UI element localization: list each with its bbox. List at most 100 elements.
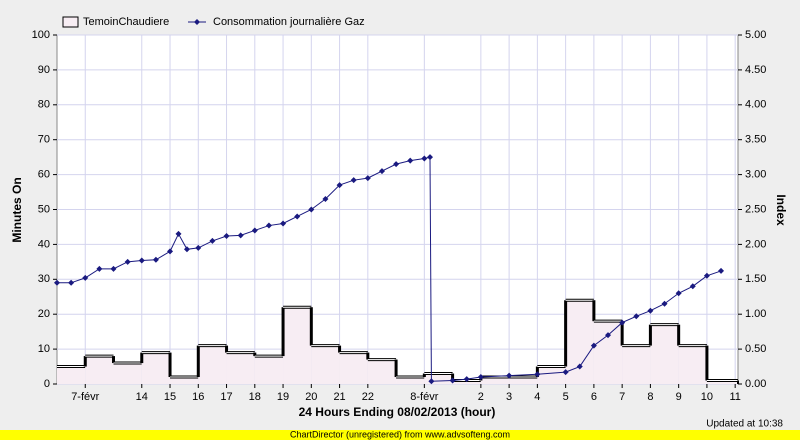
point — [152, 256, 159, 263]
point — [322, 196, 329, 203]
point — [124, 258, 131, 265]
x-tick-label: 15 — [164, 391, 176, 403]
x-tick-label: 8-févr — [410, 391, 438, 403]
point — [661, 300, 668, 307]
y2-tick-label: 2.00 — [745, 238, 766, 250]
point — [703, 272, 710, 279]
y-tick-label: 0 — [44, 378, 50, 390]
point — [308, 206, 315, 213]
point — [562, 369, 569, 376]
point — [378, 168, 385, 175]
point — [336, 182, 343, 189]
point — [426, 154, 433, 161]
point — [110, 265, 117, 272]
point — [209, 237, 216, 244]
x-tick-label: 3 — [506, 391, 512, 403]
y-tick-label: 20 — [38, 308, 50, 320]
y-tick-label: 80 — [38, 99, 50, 111]
point — [590, 342, 597, 349]
point — [477, 374, 484, 381]
x-tick-label: 5 — [563, 391, 569, 403]
step-area — [622, 345, 651, 384]
point — [68, 279, 75, 286]
x-tick-label: 10 — [701, 391, 713, 403]
point — [251, 227, 258, 234]
point — [138, 257, 145, 264]
point — [619, 319, 626, 326]
y-tick-label: 70 — [38, 134, 50, 146]
x-tick-label: 14 — [136, 391, 148, 403]
point — [689, 283, 696, 290]
updated-note: Updated at 10:38 — [706, 419, 783, 430]
y-tick-label: 90 — [38, 64, 50, 76]
point — [393, 161, 400, 168]
step-area — [85, 356, 114, 384]
x-tick-label: 9 — [676, 391, 682, 403]
y-axis-title: Minutes On — [10, 177, 24, 242]
x-tick-label: 7 — [619, 391, 625, 403]
point — [175, 230, 182, 237]
step-area — [509, 377, 538, 384]
point — [675, 290, 682, 297]
point — [183, 246, 190, 253]
step-area — [311, 345, 340, 384]
point — [54, 279, 60, 286]
x-tick-label: 19 — [277, 391, 289, 403]
step-area — [452, 380, 481, 384]
x-tick-label: 20 — [305, 391, 317, 403]
point — [449, 377, 456, 384]
x-tick-label: 18 — [249, 391, 261, 403]
point — [223, 233, 230, 240]
point — [82, 274, 89, 281]
x-tick-label: 6 — [591, 391, 597, 403]
legend-swatch — [62, 16, 79, 28]
y2-tick-label: 0.00 — [745, 378, 766, 390]
step-area — [367, 359, 397, 384]
y-tick-label: 50 — [38, 203, 50, 215]
footer-bar — [0, 430, 800, 440]
x-tick-label: 11 — [729, 391, 740, 403]
step-area — [593, 321, 623, 384]
y2-tick-label: 4.50 — [745, 64, 766, 76]
step-area — [254, 356, 284, 384]
step-area — [226, 352, 255, 384]
step-area — [57, 366, 86, 384]
x-axis-title: 24 Hours Ending 08/02/2013 (hour) — [299, 405, 496, 419]
step-area — [565, 300, 594, 384]
point — [364, 175, 371, 182]
point — [506, 372, 513, 379]
y2-tick-label: 0.50 — [745, 343, 766, 355]
x-tick-label: 7-févr — [71, 391, 99, 403]
step-area — [170, 377, 199, 384]
step-area — [339, 352, 368, 384]
x-tick-label: 8 — [647, 391, 653, 403]
legend-swatch — [194, 19, 200, 25]
step-area — [198, 345, 227, 384]
y2-tick-label: 3.50 — [745, 134, 766, 146]
point — [294, 213, 301, 220]
step-area — [678, 345, 707, 384]
point — [237, 232, 244, 239]
y-tick-label: 40 — [38, 238, 50, 250]
point — [350, 177, 357, 184]
y-tick-label: 60 — [38, 169, 50, 181]
x-tick-label: 17 — [220, 391, 232, 403]
point — [407, 157, 414, 164]
step-area — [141, 352, 171, 384]
x-tick-label: 2 — [478, 391, 484, 403]
footer: ChartDirector (unregistered) from www.ad… — [290, 429, 510, 439]
legend-label: TemoinChaudiere — [83, 16, 169, 28]
point — [265, 222, 272, 229]
y2-tick-label: 2.50 — [745, 203, 766, 215]
y-tick-label: 30 — [38, 273, 50, 285]
y-tick-label: 100 — [32, 29, 50, 41]
x-tick-label: 4 — [534, 391, 540, 403]
step-area — [706, 380, 738, 384]
y2-axis-title: Index — [774, 194, 788, 226]
point — [195, 244, 202, 251]
point — [633, 313, 640, 320]
point — [463, 376, 470, 383]
step-area — [650, 324, 679, 384]
step-area — [113, 363, 142, 384]
